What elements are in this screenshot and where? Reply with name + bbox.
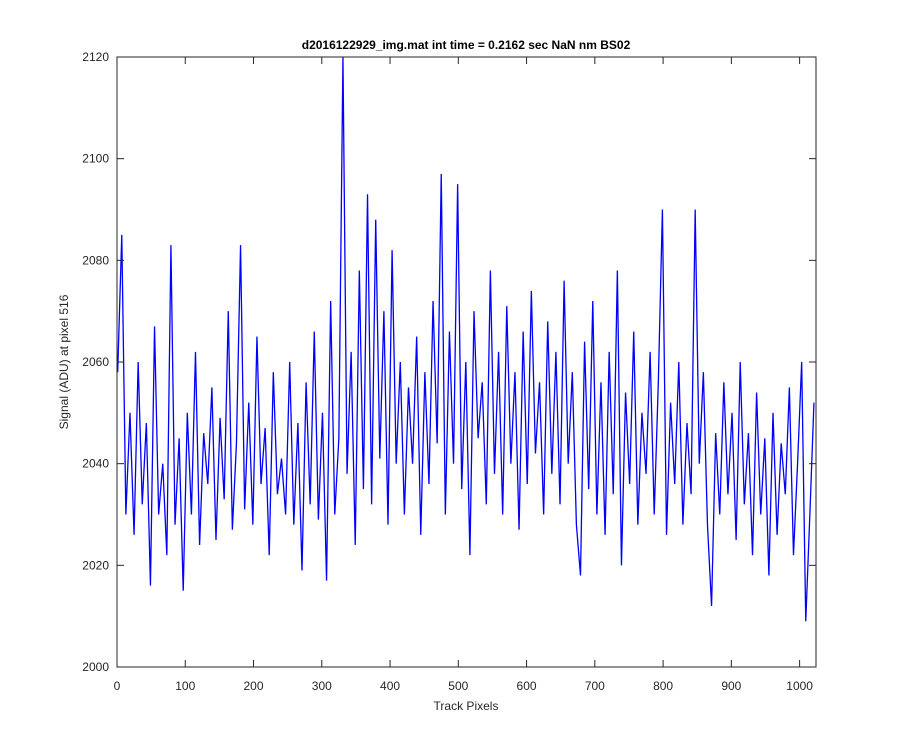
x-tick-label: 900 bbox=[721, 679, 741, 693]
x-tick-label: 600 bbox=[517, 679, 537, 693]
x-tick-label: 200 bbox=[244, 679, 264, 693]
y-tick-label: 2060 bbox=[82, 355, 109, 369]
y-tick-label: 2120 bbox=[82, 50, 109, 64]
y-tick-label: 2040 bbox=[82, 457, 109, 471]
x-tick-label: 700 bbox=[585, 679, 605, 693]
y-axis-label: Signal (ADU) at pixel 516 bbox=[57, 294, 71, 429]
data-line bbox=[117, 56, 815, 622]
x-tick-label: 0 bbox=[114, 679, 121, 693]
x-tick-label: 300 bbox=[312, 679, 332, 693]
chart-title: d2016122929_img.mat int time = 0.2162 se… bbox=[302, 38, 631, 52]
x-tick-label: 800 bbox=[653, 679, 673, 693]
y-tick-label: 2080 bbox=[82, 253, 109, 267]
y-tick-label: 2020 bbox=[82, 558, 109, 572]
x-tick-label: 1000 bbox=[786, 679, 813, 693]
y-tick-label: 2100 bbox=[82, 152, 109, 166]
y-tick-label: 2000 bbox=[82, 660, 109, 674]
x-tick-label: 400 bbox=[380, 679, 400, 693]
plot-area bbox=[117, 57, 816, 667]
axes-box bbox=[116, 56, 817, 668]
x-tick-label: 500 bbox=[448, 679, 468, 693]
x-axis-label: Track Pixels bbox=[434, 699, 499, 713]
x-tick-label: 100 bbox=[175, 679, 195, 693]
